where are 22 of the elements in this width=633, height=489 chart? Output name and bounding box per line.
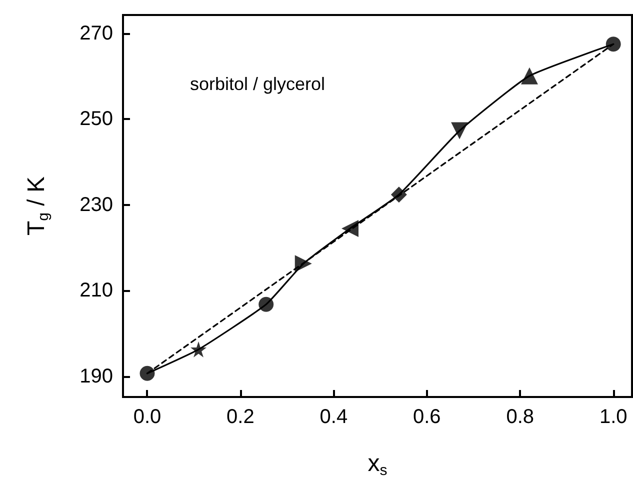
point <box>258 296 274 312</box>
annotation: sorbitol / glycerol <box>190 74 326 94</box>
y-tick-label: 270 <box>80 22 113 44</box>
y-tick-label: 190 <box>80 365 113 388</box>
y-tick-label: 230 <box>80 194 113 216</box>
x-tick-label: 0.2 <box>226 406 254 428</box>
x-tick-label: 1.0 <box>599 406 628 428</box>
point <box>606 36 621 52</box>
x-tick-label: 0.8 <box>506 406 534 428</box>
point <box>520 67 538 84</box>
point <box>390 186 407 203</box>
point <box>140 366 155 381</box>
x-tick-label: 0.6 <box>413 406 441 428</box>
x-tick-label: 0.4 <box>320 406 348 428</box>
point <box>342 220 358 238</box>
y-axis-title: Tg / K <box>23 176 52 236</box>
point <box>451 122 468 140</box>
point <box>190 341 207 358</box>
x-tick-label: 0.0 <box>133 406 162 428</box>
point <box>294 255 312 272</box>
y-tick-label: 210 <box>80 280 113 302</box>
y-tick-label: 250 <box>80 108 113 130</box>
